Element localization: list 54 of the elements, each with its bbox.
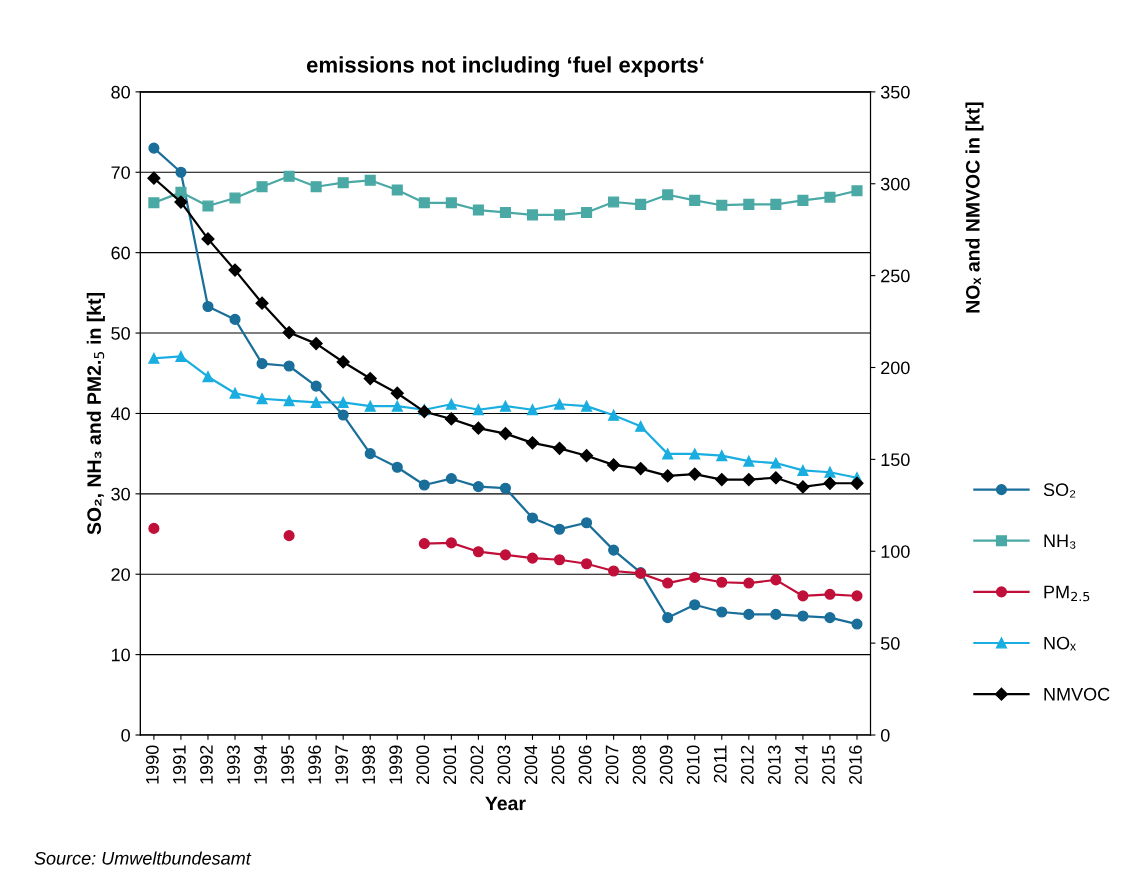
y2-tick-label: 0	[880, 728, 890, 742]
y-tick-label: 0	[121, 728, 130, 742]
legend-label: NH₃	[1044, 534, 1076, 549]
x-tick-label: 2009	[659, 745, 673, 784]
y-tick-label: 70	[111, 166, 130, 179]
y-tick-label: 80	[111, 85, 130, 99]
source-note: Source: Umweltbundesamt	[34, 851, 252, 865]
x-tick-label: 1992	[200, 745, 213, 784]
x-tick-label: 1996	[308, 745, 321, 784]
x-axis-title: Year	[485, 796, 526, 811]
chart-title: emissions not including ‘fuel exports‘	[306, 56, 704, 78]
y2-tick-label: 200	[881, 361, 910, 375]
x-tick-label: 2008	[632, 745, 646, 784]
x-tick-label: 2012	[740, 745, 754, 784]
x-tick-label: 2005	[551, 745, 565, 784]
y-tick-label: 10	[111, 648, 130, 662]
y2-tick-label: 250	[881, 269, 910, 283]
x-tick-label: 1999	[389, 745, 403, 784]
y-tick-label: 50	[111, 326, 130, 340]
x-tick-label: 2004	[524, 745, 538, 784]
x-tick-label: 1990	[145, 745, 159, 784]
legend-label: PM$_{2.5}$	[1044, 585, 1090, 602]
y-tick-label: 30	[111, 487, 130, 501]
legend-label: NOₓ	[1044, 636, 1076, 651]
x-tick-label: 2001	[443, 745, 457, 784]
x-tick-label: 1991	[172, 745, 186, 784]
y2-axis-title: NOₓ and NMVOC in [kt]	[965, 102, 984, 313]
legend-label: SO₂	[1043, 483, 1076, 498]
x-tick-label: 2010	[686, 745, 700, 784]
y2-tick-label: 100	[881, 545, 910, 558]
x-tick-label: 2007	[605, 745, 619, 784]
y-tick-label: 40	[110, 407, 130, 421]
x-tick-label: 2016	[849, 745, 862, 784]
y2-tick-label: 50	[880, 637, 900, 650]
y-axis-title: SO₂, NH₃ and PM2.$_{5}$ in [kt]	[86, 293, 105, 535]
x-tick-label: 2006	[578, 745, 592, 784]
x-tick-label: 2014	[794, 745, 808, 784]
x-tick-label: 1994	[254, 745, 267, 784]
x-tick-label: 1997	[335, 745, 349, 784]
y-tick-label: 20	[111, 568, 130, 581]
y-tick-label: 60	[111, 246, 130, 260]
legend-label: NMVOC	[1044, 687, 1110, 701]
x-tick-label: 2003	[497, 745, 511, 784]
x-tick-label: 2000	[416, 745, 430, 784]
x-tick-label: 2013	[767, 745, 781, 784]
x-tick-label: 2002	[470, 745, 484, 784]
y2-tick-label: 300	[880, 177, 910, 191]
y2-tick-label: 350	[880, 85, 910, 99]
x-tick-label: 1995	[281, 745, 294, 784]
x-tick-label: 2015	[822, 745, 835, 784]
x-tick-label: 1998	[362, 745, 376, 784]
y2-tick-label: 150	[881, 453, 910, 467]
x-tick-label: 1993	[227, 745, 240, 784]
x-tick-label: 2011	[713, 745, 727, 783]
